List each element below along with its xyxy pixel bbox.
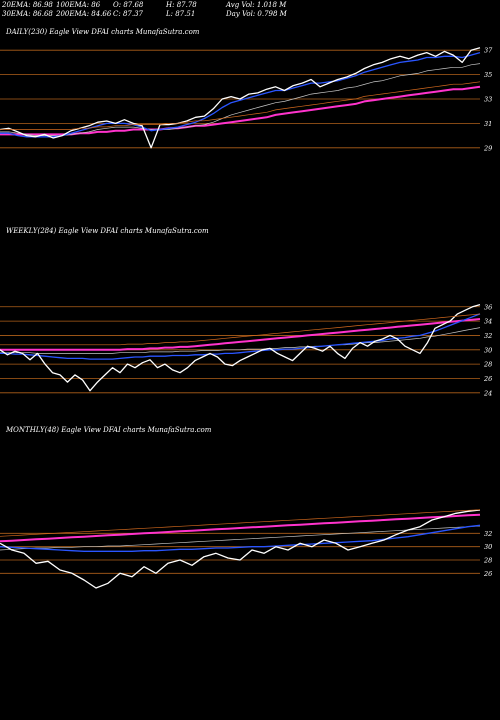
stat-low: L: 87.51 (166, 10, 196, 18)
series-line-2-long (0, 509, 481, 537)
tick-label-0-3: 31 (484, 120, 492, 128)
series-line-1-2 (0, 327, 481, 354)
panel-title-0: DAILY(230) Eagle View DFAI charts Munafa… (5, 28, 200, 36)
tick-label-1-0: 36 (484, 303, 492, 311)
stat-close: C: 87.37 (113, 10, 143, 18)
stats-row-1: 20EMA: 86.98 100EMA: 86 O: 87.68 H: 87.78 Av… (2, 1, 287, 10)
stat-avg-vol: Avg Vol: 1.018 M (226, 1, 287, 9)
panel-title-1: WEEKLY(284) Eagle View DFAI charts Munaf… (6, 227, 209, 235)
series-line-2-1 (0, 524, 481, 552)
tick-label-0-4: 29 (483, 144, 492, 152)
tick-label-2-2: 28 (483, 557, 492, 565)
series-line-2-3 (0, 513, 481, 543)
series-line-0-2 (0, 63, 481, 136)
stats-row-2: 30EMA: 86.68 200EMA: 84.66 C: 87.37 L: 87.5… (2, 10, 287, 19)
stat-day-vol: Day Vol: 0.798 M (226, 10, 287, 18)
series-line-2-0 (0, 509, 481, 589)
series-line-0-long (0, 81, 481, 130)
panel-title-2: MONTHLY(48) Eagle View DFAI charts Munaf… (5, 426, 212, 434)
tick-label-2-3: 26 (483, 570, 492, 578)
tick-label-1-6: 24 (483, 389, 492, 397)
series-line-0-3 (0, 85, 481, 136)
tick-label-0-0: 37 (484, 47, 493, 55)
tick-label-0-1: 35 (484, 71, 492, 79)
series-line-2-2 (0, 525, 481, 551)
series-line-1-long (0, 313, 481, 346)
stat-200ema: 200EMA: 84.66 (56, 10, 112, 18)
tick-label-1-2: 32 (484, 332, 492, 340)
tick-label-1-3: 30 (484, 346, 492, 354)
stat-high: H: 87.78 (166, 1, 197, 9)
stat-100ema: 100EMA: 86 (56, 1, 101, 9)
series-line-0-1 (0, 51, 481, 138)
ema-stats-header: 20EMA: 86.98 100EMA: 86 O: 87.68 H: 87.78 Av… (2, 1, 287, 19)
series-line-1-0 (0, 303, 481, 392)
tick-label-2-1: 30 (484, 543, 492, 551)
stat-20ema: 20EMA: 86.98 (2, 1, 53, 9)
tick-label-2-0: 32 (484, 530, 492, 538)
stat-open: O: 87.68 (113, 1, 144, 9)
tick-label-0-2: 33 (484, 96, 492, 104)
tick-label-1-5: 26 (483, 375, 492, 383)
tick-label-1-4: 28 (483, 361, 492, 369)
series-line-1-3 (0, 318, 481, 351)
series-line-1-1 (0, 313, 481, 360)
stat-30ema: 30EMA: 86.68 (2, 10, 53, 18)
tick-label-1-1: 34 (484, 318, 492, 326)
